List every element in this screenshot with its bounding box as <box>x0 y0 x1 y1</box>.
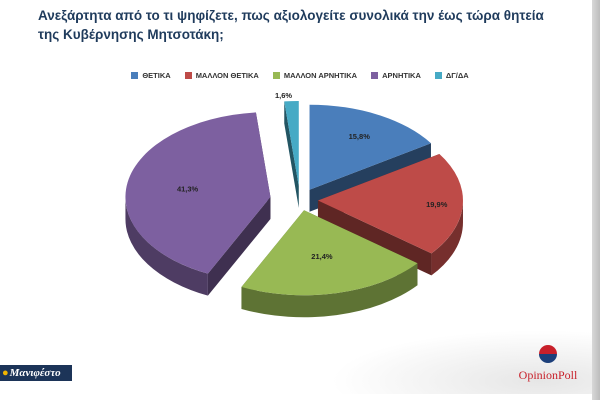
pie-slice-3-top <box>241 210 418 296</box>
pie-slice-1-top <box>309 104 431 190</box>
pie-slice-3 <box>241 210 418 318</box>
chart-legend: ΘΕΤΙΚΑ ΜΑΛΛΟΝ ΘΕΤΙΚΑ ΜΑΛΛΟΝ ΑΡΝΗΤΙΚΑ ΑΡΝΗΤΙ… <box>0 71 600 80</box>
manifesto-logo: ● Μανιφέστο <box>0 365 72 381</box>
pie-slice-3-side-1 <box>241 263 418 318</box>
legend-item-3: ΜΑΛΛΟΝ ΑΡΝΗΤΙΚΑ <box>272 71 358 80</box>
opinionpoll-logo-text: OpinionPoll <box>518 368 578 382</box>
manifesto-logo-text: Μανιφέστο <box>9 367 61 379</box>
legend-swatch-4 <box>371 72 379 79</box>
title-line-1: Ανεξάρτητα από το τι ψηφίζετε, πως αξιολ… <box>38 8 544 23</box>
legend-swatch-1 <box>131 72 139 79</box>
opinionpoll-logo: OpinionPoll <box>503 345 593 390</box>
legend-item-5: ΔΓ/ΔΑ <box>434 71 469 80</box>
pie-slice-4 <box>125 112 271 296</box>
side-strip <box>592 0 600 400</box>
pie-slice-5-top <box>284 100 299 186</box>
logo-dot-icon: ● <box>2 367 9 379</box>
legend-label-1: ΘΕΤΙΚΑ <box>142 71 171 80</box>
data-label-2: 19,9% <box>426 200 448 209</box>
pie-slice-5-wall-1 <box>284 101 299 208</box>
pie-slice-4-top <box>125 112 271 274</box>
data-label-4: 41,3% <box>177 185 199 194</box>
legend-swatch-5 <box>434 72 442 79</box>
pie-slice-2 <box>317 154 463 276</box>
data-label-5: 1,6% <box>275 91 292 100</box>
legend-label-2: ΜΑΛΛΟΝ ΘΕΤΙΚΑ <box>195 71 259 80</box>
opinionpoll-circle-icon <box>539 345 557 363</box>
legend-label-5: ΔΓ/ΔΑ <box>445 71 469 80</box>
legend-swatch-3 <box>272 72 280 79</box>
pie-slice-4-wall-1 <box>207 196 271 296</box>
legend-item-4: ΑΡΝΗΤΙΚΑ <box>371 71 421 80</box>
chart-title: Ανεξάρτητα από το τι ψηφίζετε, πως αξιολ… <box>38 6 578 44</box>
legend-item-2: ΜΑΛΛΟΝ ΘΕΤΙΚΑ <box>184 71 259 80</box>
pie-slice-2-side-1 <box>431 200 463 276</box>
pie-slice-4-side-1 <box>125 196 208 296</box>
data-label-3: 21,4% <box>311 252 333 261</box>
legend-swatch-2 <box>184 72 192 79</box>
pie-slice-2-top <box>317 154 463 254</box>
legend-label-4: ΑΡΝΗΤΙΚΑ <box>382 71 421 80</box>
legend-item-1: ΘΕΤΙΚΑ <box>131 71 171 80</box>
title-line-2: της Κυβέρνησης Μητσοτάκη; <box>38 27 224 42</box>
legend-label-3: ΜΑΛΛΟΝ ΑΡΝΗΤΙΚΑ <box>283 71 358 80</box>
data-label-1: 15,8% <box>349 132 371 141</box>
pie-slice-5 <box>284 100 299 208</box>
